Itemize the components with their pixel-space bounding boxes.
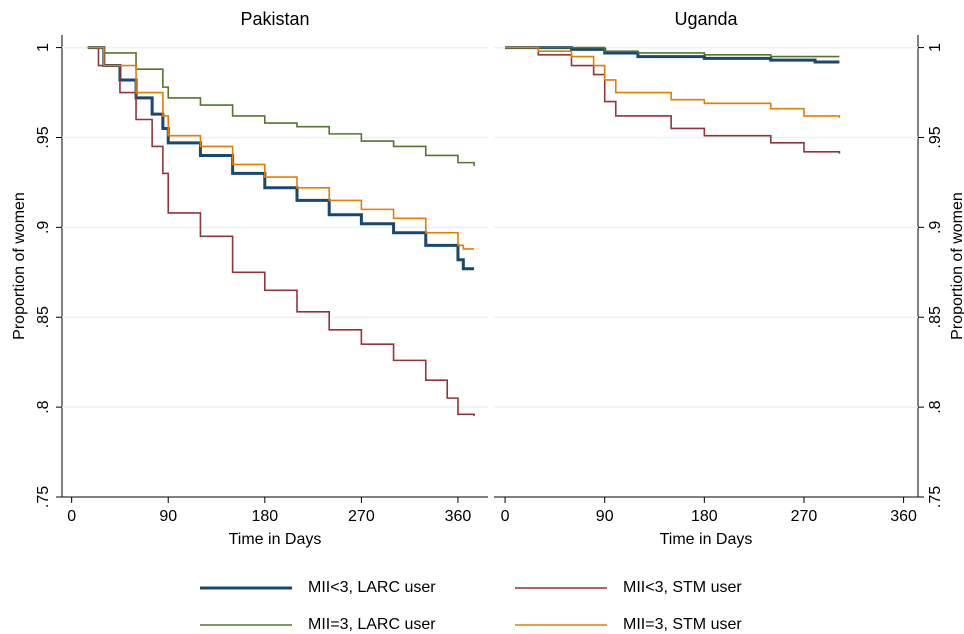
y-axis-label: Proportion of women: [949, 192, 964, 340]
survival-curve: [87, 46, 475, 271]
legend-label: MII=3, STM user: [623, 616, 742, 633]
x-tick-label: 270: [348, 508, 375, 525]
legend-label: MII<3, LARC user: [308, 579, 436, 596]
x-tick-label: 0: [67, 508, 76, 525]
x-tick-label: 360: [890, 508, 917, 525]
y-tick-label: 1: [35, 43, 52, 52]
panel-title: Uganda: [674, 9, 738, 29]
y-tick-label: .75: [35, 486, 52, 508]
y-tick-label: .8: [927, 400, 944, 413]
legend-label: MII<3, STM user: [623, 579, 742, 596]
y-tick-label: .85: [927, 306, 944, 328]
survival-curve: [87, 46, 475, 167]
survival-curve: [87, 46, 475, 417]
y-axis-label: Proportion of women: [11, 192, 28, 340]
x-axis-label: Time in Days: [660, 531, 753, 548]
survival-curve: [505, 46, 841, 154]
x-tick-label: 0: [501, 508, 510, 525]
panel-title: Pakistan: [240, 9, 309, 29]
y-tick-label: .75: [927, 486, 944, 508]
x-tick-label: 360: [445, 508, 472, 525]
x-tick-label: 180: [691, 508, 718, 525]
survival-curve: [87, 46, 475, 250]
y-tick-label: 1: [927, 43, 944, 52]
y-tick-label: .8: [35, 400, 52, 413]
x-tick-label: 180: [251, 508, 278, 525]
x-axis-label: Time in Days: [229, 531, 322, 548]
survival-curve: [505, 46, 841, 118]
x-tick-label: 270: [791, 508, 818, 525]
y-tick-label: .9: [35, 221, 52, 234]
y-tick-label: .95: [927, 126, 944, 148]
legend-label: MII=3, LARC user: [308, 616, 436, 633]
x-tick-label: 90: [159, 508, 177, 525]
survival-curve: [505, 46, 840, 64]
y-tick-label: .9: [927, 221, 944, 234]
y-tick-label: .95: [35, 126, 52, 148]
y-tick-label: .85: [35, 306, 52, 328]
survival-curve: [505, 46, 840, 58]
x-tick-label: 90: [596, 508, 614, 525]
